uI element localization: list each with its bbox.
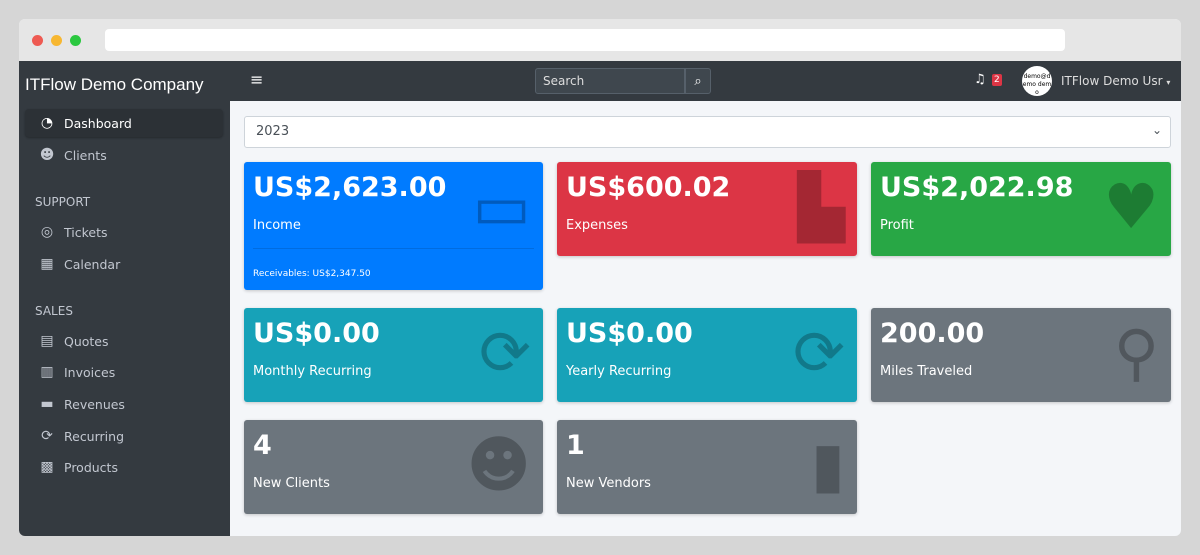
route-icon: ⚲ [1113, 316, 1159, 389]
building-icon: ▮ [810, 428, 845, 501]
file-icon: ▤ [40, 333, 54, 349]
sidebar-item-label: Recurring [64, 428, 124, 444]
close-dot[interactable] [32, 35, 43, 46]
monthly-recurring-card[interactable]: ⟳ US$0.00 Monthly Recurring [244, 308, 543, 402]
sync-icon: ⟳ [41, 428, 53, 444]
sidebar-item-quotes[interactable]: ▤ Quotes [25, 327, 223, 355]
card-value: 200.00 [880, 318, 985, 349]
invoice-icon: ▥ [40, 364, 54, 380]
hamburger-menu-icon[interactable]: ≡ [250, 70, 264, 89]
section-header-sales: SALES [35, 304, 73, 318]
heart-icon: ♥ [1103, 170, 1159, 243]
card-label: Profit [880, 218, 914, 233]
sync-icon: ⟳ [479, 316, 531, 389]
address-bar[interactable] [105, 29, 1065, 51]
sidebar: ITFlow Demo Company ◔ Dashboard ☻ Clients … [19, 61, 230, 536]
sidebar-item-dashboard[interactable]: ◔ Dashboard [25, 109, 223, 137]
box-icon: ▩ [40, 459, 54, 475]
caret-down-icon: ▾ [1166, 78, 1171, 87]
sidebar-item-label: Calendar [64, 256, 121, 272]
card-value: 4 [253, 430, 272, 461]
card-label: New Vendors [566, 476, 651, 491]
sidebar-item-recurring[interactable]: ⟳ Recurring [25, 422, 223, 450]
miles-traveled-card[interactable]: ⚲ 200.00 Miles Traveled [871, 308, 1171, 402]
browser-window: ITFlow Demo Company ◔ Dashboard ☻ Clients … [19, 19, 1181, 536]
sidebar-item-label: Dashboard [64, 115, 132, 131]
sidebar-item-products[interactable]: ▩ Products [25, 453, 223, 481]
sidebar-item-label: Products [64, 459, 118, 475]
chevron-down-icon: ⌄ [1151, 123, 1162, 137]
card-label: Expenses [566, 218, 628, 233]
credit-card-icon: ▭ [472, 170, 531, 243]
sidebar-item-label: Revenues [64, 396, 125, 412]
maximize-dot[interactable] [70, 35, 81, 46]
card-label: Income [253, 218, 301, 233]
card-label: New Clients [253, 476, 330, 491]
divider [253, 248, 534, 249]
sync-icon: ⟳ [793, 316, 845, 389]
sidebar-item-calendar[interactable]: ▦ Calendar [25, 250, 223, 278]
year-value: 2023 [256, 124, 290, 139]
expenses-card[interactable]: ▙ US$600.02 Expenses [557, 162, 857, 256]
search-input[interactable]: Search [535, 68, 685, 94]
yearly-recurring-card[interactable]: ⟳ US$0.00 Yearly Recurring [557, 308, 857, 402]
browser-titlebar [19, 19, 1181, 61]
card-value: US$600.02 [566, 172, 731, 203]
life-ring-icon: ◎ [40, 224, 54, 240]
card-label: Monthly Recurring [253, 364, 372, 379]
users-icon: ☻ [39, 147, 55, 163]
search-icon: ⌕ [694, 73, 702, 89]
year-select[interactable]: 2023 ⌄ [244, 116, 1171, 148]
card-label: Miles Traveled [880, 364, 973, 379]
sidebar-item-label: Clients [64, 147, 107, 163]
minimize-dot[interactable] [51, 35, 62, 46]
sidebar-item-revenues[interactable]: ▬ Revenues [25, 390, 223, 418]
shopping-cart-icon: ▙ [797, 170, 845, 243]
income-card[interactable]: ▭ US$2,623.00 Income Receivables: US$2,3… [244, 162, 543, 290]
sidebar-item-clients[interactable]: ☻ Clients [25, 141, 223, 169]
top-navbar: ≡ Search ⌕ ♫ 2 demo@demo demo ITFlow Dem… [230, 61, 1181, 101]
new-clients-card[interactable]: ☻ 4 New Clients [244, 420, 543, 514]
card-value: US$2,623.00 [253, 172, 447, 203]
profit-card[interactable]: ♥ US$2,022.98 Profit [871, 162, 1171, 256]
sidebar-item-invoices[interactable]: ▥ Invoices [25, 358, 223, 386]
user-name: ITFlow Demo Usr [1061, 74, 1163, 88]
section-header-support: SUPPORT [35, 195, 91, 209]
sidebar-item-tickets[interactable]: ◎ Tickets [25, 218, 223, 246]
sidebar-item-label: Invoices [64, 364, 116, 380]
card-label: Yearly Recurring [566, 364, 672, 379]
card-value: US$2,022.98 [880, 172, 1074, 203]
avatar[interactable]: demo@demo demo [1022, 66, 1052, 96]
notification-badge: 2 [992, 74, 1002, 86]
sidebar-item-label: Tickets [64, 224, 108, 240]
search-button[interactable]: ⌕ [685, 68, 711, 94]
tachometer-icon: ◔ [40, 115, 54, 131]
sidebar-item-label: Quotes [64, 333, 109, 349]
credit-card-icon: ▬ [40, 396, 54, 412]
card-value: 1 [566, 430, 585, 461]
user-menu[interactable]: ITFlow Demo Usr ▾ [1061, 74, 1170, 88]
card-value: US$0.00 [253, 318, 380, 349]
brand[interactable]: ITFlow Demo Company [25, 75, 204, 94]
receivables-text: Receivables: US$2,347.50 [253, 269, 371, 279]
bell-icon[interactable]: ♫ [974, 72, 986, 87]
new-vendors-card[interactable]: ▮ 1 New Vendors [557, 420, 857, 514]
calendar-icon: ▦ [40, 256, 54, 272]
card-value: US$0.00 [566, 318, 693, 349]
users-icon: ☻ [466, 428, 531, 501]
